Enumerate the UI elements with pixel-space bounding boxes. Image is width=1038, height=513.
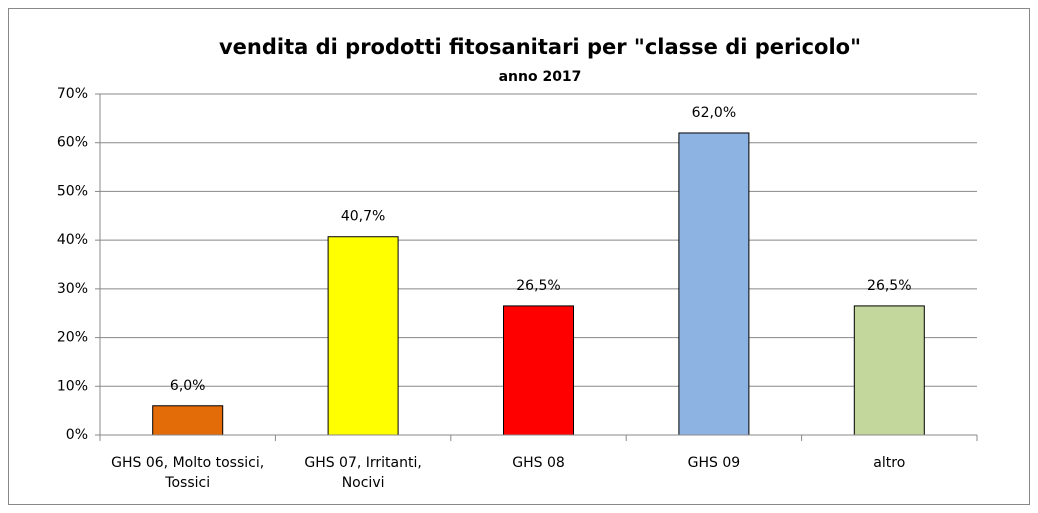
data-label: 62,0% bbox=[692, 105, 736, 121]
data-label: 26,5% bbox=[867, 278, 911, 294]
chart-title: vendita di prodotti fitosanitari per "cl… bbox=[219, 35, 861, 59]
y-tick-label: 20% bbox=[57, 330, 88, 346]
x-tick-label: altro bbox=[873, 455, 906, 471]
x-tick-label: GHS 07, Irritanti, Nocivi bbox=[304, 455, 422, 491]
bar bbox=[503, 305, 574, 436]
y-tick-label: 30% bbox=[57, 281, 88, 297]
bar bbox=[152, 405, 224, 436]
x-tick-label: GHS 09 bbox=[687, 455, 741, 471]
y-tick-label: 60% bbox=[57, 135, 88, 151]
y-tick-label: 10% bbox=[57, 378, 88, 394]
x-tick-label: GHS 06, Molto tossici, Tossici bbox=[111, 455, 265, 491]
bar bbox=[327, 236, 399, 436]
chart-subtitle: anno 2017 bbox=[499, 69, 582, 85]
y-tick-label: 0% bbox=[66, 427, 88, 443]
bar bbox=[678, 132, 750, 436]
data-label: 40,7% bbox=[341, 209, 385, 225]
x-tick-label: GHS 08 bbox=[512, 455, 565, 471]
y-tick-label: 40% bbox=[57, 232, 88, 248]
bar bbox=[853, 305, 925, 436]
data-label: 26,5% bbox=[516, 278, 560, 294]
y-tick-label: 50% bbox=[57, 183, 88, 199]
y-tick-label: 70% bbox=[57, 86, 88, 102]
data-label: 6,0% bbox=[170, 378, 206, 394]
